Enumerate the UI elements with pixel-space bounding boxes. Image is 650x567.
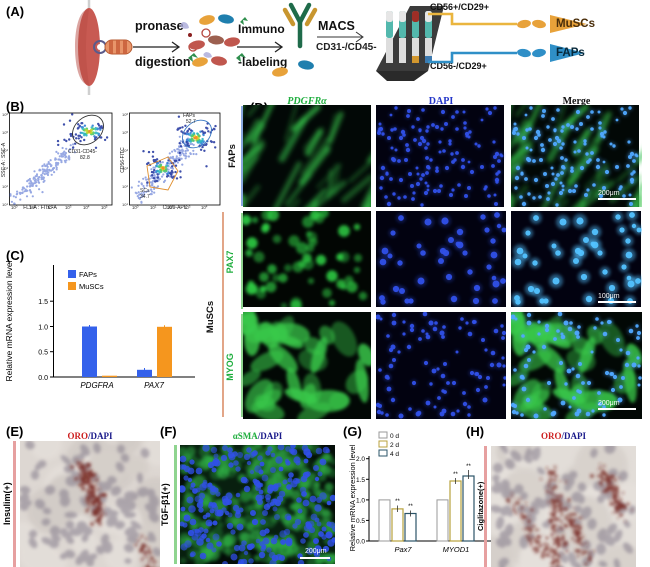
- svg-text:CD29-APC: CD29-APC: [163, 205, 188, 210]
- svg-text:FL1-A : FITC-A: FL1-A : FITC-A: [23, 205, 57, 210]
- svg-text:PAX7: PAX7: [144, 381, 164, 390]
- svg-text:0 d: 0 d: [390, 433, 399, 440]
- svg-text:FAPs: FAPs: [79, 270, 97, 279]
- svg-text:0.0: 0.0: [356, 539, 365, 546]
- svg-text:pronase: pronase: [135, 19, 184, 33]
- svg-text:1.0: 1.0: [38, 325, 48, 332]
- svg-text:**: **: [408, 504, 413, 510]
- svg-text:Relative mRNA expression level: Relative mRNA expression level: [4, 260, 14, 381]
- svg-text:0.0: 0.0: [38, 375, 48, 382]
- svg-text:101: 101: [2, 202, 8, 207]
- svg-text:2 d: 2 d: [390, 442, 399, 449]
- svg-text:Relative mRNA expression level: Relative mRNA expression level: [348, 444, 357, 551]
- svg-text:102: 102: [2, 184, 8, 189]
- svg-text:FAPs: FAPs: [227, 144, 238, 168]
- svg-text:100: 100: [11, 205, 18, 211]
- svg-text:104: 104: [83, 205, 90, 211]
- svg-text:FAPs: FAPs: [556, 47, 585, 59]
- svg-text:Immuno: Immuno: [238, 22, 285, 36]
- svg-text:PAX7: PAX7: [225, 251, 235, 274]
- svg-text:1.0: 1.0: [356, 497, 365, 504]
- svg-text:4 d: 4 d: [390, 451, 399, 458]
- svg-text:**: **: [466, 464, 471, 470]
- svg-text:105: 105: [101, 205, 108, 211]
- svg-text:34.7: 34.7: [140, 194, 150, 200]
- svg-text:52.7: 52.7: [186, 119, 196, 125]
- svg-text:1.5: 1.5: [38, 299, 48, 306]
- svg-text:2.0: 2.0: [356, 456, 365, 463]
- svg-text:MYOG: MYOG: [225, 353, 235, 381]
- svg-text:MuSCs: MuSCs: [79, 282, 104, 291]
- svg-text:digestion: digestion: [135, 55, 191, 69]
- svg-text:-labeling: -labeling: [238, 55, 287, 69]
- svg-text:106: 106: [122, 112, 128, 117]
- svg-text:**: **: [395, 499, 400, 505]
- svg-text:101: 101: [122, 202, 128, 207]
- svg-text:MYOD1: MYOD1: [443, 545, 470, 554]
- svg-text:MuSCs: MuSCs: [205, 301, 216, 333]
- svg-text:105: 105: [122, 130, 128, 135]
- svg-text:100: 100: [132, 205, 139, 211]
- svg-text:103: 103: [65, 205, 72, 211]
- svg-text:MuSCs: MuSCs: [556, 18, 595, 30]
- svg-text:Pax7: Pax7: [394, 545, 412, 554]
- svg-text:MACS: MACS: [318, 19, 355, 33]
- svg-text:PDGFRA: PDGFRA: [80, 381, 113, 390]
- svg-text:CD31-/CD45-: CD31-/CD45-: [316, 42, 377, 53]
- svg-text:1.5: 1.5: [356, 477, 365, 484]
- svg-text:0.5: 0.5: [38, 350, 48, 357]
- svg-text:0.5: 0.5: [356, 518, 365, 525]
- svg-text:CD56+/CD29+: CD56+/CD29+: [430, 2, 489, 12]
- svg-text:105: 105: [2, 130, 8, 135]
- svg-text:CD56-FITC: CD56-FITC: [120, 147, 126, 173]
- svg-text:SSC-A : SSC-A: SSC-A : SSC-A: [1, 142, 7, 177]
- svg-text:106: 106: [2, 112, 8, 117]
- svg-text:101: 101: [150, 205, 157, 211]
- svg-text:102: 102: [122, 184, 128, 189]
- svg-text:**: **: [453, 472, 458, 478]
- svg-text:82.8: 82.8: [80, 155, 90, 161]
